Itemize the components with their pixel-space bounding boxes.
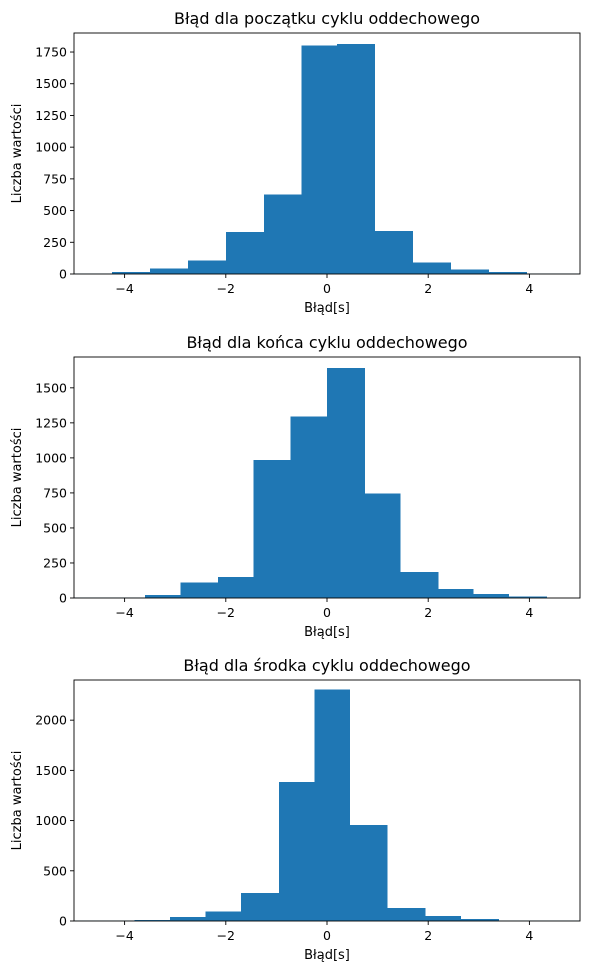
chart-2-y-tick-label: 1000 xyxy=(35,450,67,465)
chart-2-x-axis-label: Błąd[s] xyxy=(304,625,350,640)
chart-3-y-tick-label: 1500 xyxy=(35,763,67,778)
chart-2: Błąd dla końca cyklu oddechowego −4 −2 0 2 4… xyxy=(10,333,581,640)
chart-2-x-ticks: −4 −2 0 2 4 xyxy=(115,598,533,620)
chart-1-bar xyxy=(413,262,451,274)
chart-3-x-axis-label: Błąd[s] xyxy=(304,948,350,963)
chart-2-y-tick-label: 0 xyxy=(59,591,67,606)
chart-2-bar xyxy=(218,576,254,598)
chart-2-bar xyxy=(400,572,439,598)
chart-1-x-tick-label: −4 xyxy=(115,281,133,296)
chart-2-bar xyxy=(144,595,181,598)
chart-1-x-tick-label: 4 xyxy=(525,281,533,296)
chart-3: Błąd dla środka cyklu oddechowego −4 −2 0 2… xyxy=(10,656,581,963)
chart-3-y-axis-label: Liczba wartości xyxy=(10,751,25,851)
chart-3-x-ticks: −4 −2 0 2 4 xyxy=(115,921,533,943)
chart-2-y-axis-label: Liczba wartości xyxy=(10,428,25,528)
chart-1-y-ticks: 0 250 500 750 1000 1250 1500 1750 xyxy=(35,45,74,282)
chart-1-x-axis-label: Błąd[s] xyxy=(304,301,350,316)
chart-3-y-tick-label: 500 xyxy=(43,863,67,878)
chart-1-y-tick-label: 750 xyxy=(43,171,67,186)
chart-2-x-tick-label: 0 xyxy=(323,605,331,620)
chart-2-x-tick-label: −4 xyxy=(115,605,133,620)
chart-1-bar xyxy=(450,269,489,274)
chart-3-bar xyxy=(425,915,462,921)
chart-3-bar xyxy=(240,892,279,921)
chart-2-y-tick-label: 250 xyxy=(43,555,67,570)
chart-3-bar xyxy=(205,911,241,921)
chart-2-bars xyxy=(74,368,548,598)
chart-3-x-tick-label: −2 xyxy=(217,928,235,943)
chart-3-bar xyxy=(170,916,206,921)
chart-1-bar xyxy=(111,272,150,274)
chart-3-bar xyxy=(314,689,350,921)
chart-2-bar xyxy=(364,493,401,598)
chart-1-y-tick-label: 1250 xyxy=(35,108,67,123)
chart-1-bar xyxy=(263,194,302,274)
chart-3-bar xyxy=(387,907,426,921)
chart-3-bars xyxy=(74,689,580,921)
chart-2-y-tick-label: 1500 xyxy=(35,380,67,395)
chart-2-bar xyxy=(473,593,510,598)
chart-2-x-tick-label: 2 xyxy=(424,605,432,620)
chart-3-bar xyxy=(349,825,388,921)
chart-1-y-axis-label: Liczba wartości xyxy=(10,104,25,204)
chart-1-bar xyxy=(149,268,188,274)
chart-2-bar xyxy=(290,416,327,598)
chart-1-x-tick-label: 2 xyxy=(424,281,432,296)
chart-1-x-tick-label: 0 xyxy=(323,281,331,296)
chart-3-x-tick-label: 4 xyxy=(525,928,533,943)
chart-3-y-tick-label: 0 xyxy=(59,914,67,929)
chart-1-y-tick-label: 0 xyxy=(59,267,67,282)
chart-2-y-tick-label: 500 xyxy=(43,520,67,535)
chart-1: Błąd dla początku cyklu oddechowego −4 −2… xyxy=(10,9,581,316)
chart-1-bar xyxy=(488,272,527,274)
chart-1-bar xyxy=(225,232,264,274)
chart-2-bar xyxy=(253,459,291,598)
chart-1-x-tick-label: −2 xyxy=(217,281,235,296)
chart-1-y-tick-label: 1000 xyxy=(35,140,67,155)
chart-1-y-tick-label: 1500 xyxy=(35,76,67,91)
chart-2-y-tick-label: 750 xyxy=(43,485,67,500)
chart-1-bar xyxy=(375,230,414,274)
chart-3-y-ticks: 0 500 1000 1500 2000 xyxy=(35,713,74,929)
chart-3-bar xyxy=(461,918,500,921)
chart-1-x-ticks: −4 −2 0 2 4 xyxy=(115,274,533,296)
chart-1-bar xyxy=(187,260,226,274)
chart-1-bar xyxy=(301,45,338,275)
chart-3-y-tick-label: 2000 xyxy=(35,713,67,728)
chart-3-bar xyxy=(134,919,171,921)
chart-3-title: Błąd dla środka cyklu oddechowego xyxy=(183,656,470,675)
chart-2-x-tick-label: −2 xyxy=(217,605,235,620)
chart-2-bar xyxy=(180,582,219,598)
chart-2-bar xyxy=(509,596,548,598)
chart-2-title: Błąd dla końca cyklu oddechowego xyxy=(186,333,467,352)
chart-1-title: Błąd dla początku cyklu oddechowego xyxy=(174,9,480,28)
chart-3-x-tick-label: −4 xyxy=(115,928,133,943)
chart-2-y-ticks: 0 250 500 750 1000 1250 1500 xyxy=(35,380,74,606)
chart-1-y-tick-label: 1750 xyxy=(35,45,67,60)
chart-1-bars xyxy=(74,43,580,275)
chart-2-bar xyxy=(327,368,365,598)
chart-2-x-tick-label: 4 xyxy=(525,605,533,620)
chart-3-y-tick-label: 1000 xyxy=(35,813,67,828)
chart-3-x-tick-label: 0 xyxy=(323,928,331,943)
chart-2-bar xyxy=(438,588,474,598)
chart-3-bar xyxy=(278,781,315,921)
chart-2-y-tick-label: 1250 xyxy=(35,415,67,430)
chart-3-x-tick-label: 2 xyxy=(424,928,432,943)
chart-1-y-tick-label: 250 xyxy=(43,235,67,250)
chart-1-bar xyxy=(337,43,376,274)
chart-1-y-tick-label: 500 xyxy=(43,203,67,218)
